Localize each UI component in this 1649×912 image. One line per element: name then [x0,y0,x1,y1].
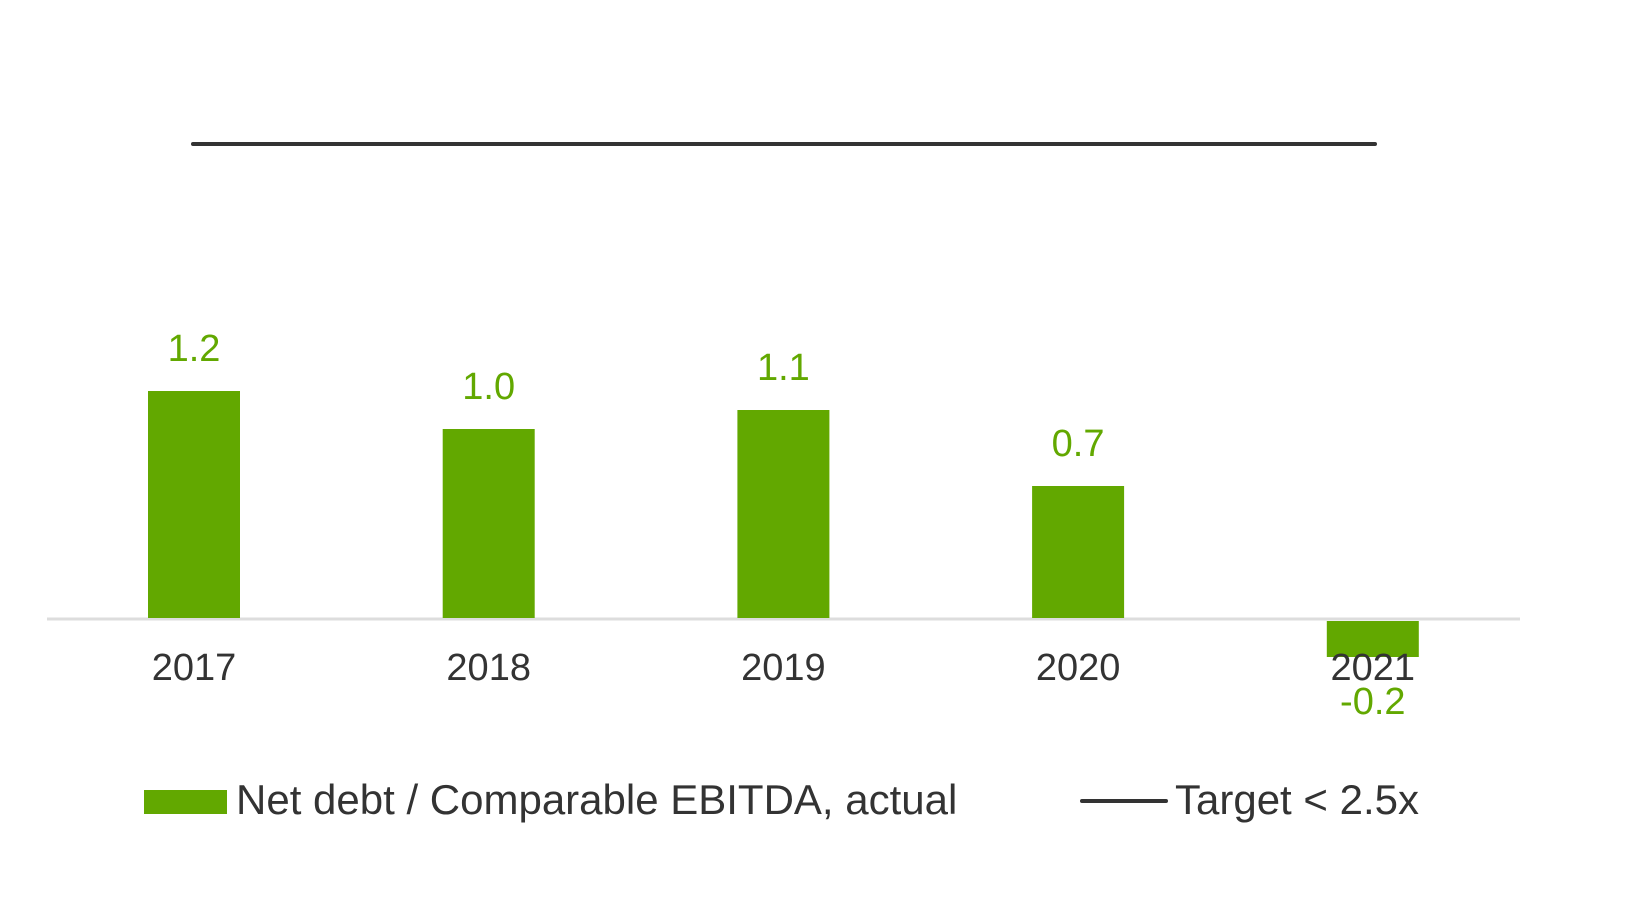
data-label: 1.2 [168,328,221,370]
data-label: 0.7 [1052,423,1105,465]
bar [442,429,535,618]
bar [148,391,240,618]
data-label: 1.1 [757,347,810,389]
bar [1032,486,1125,618]
legend-bar-label: Net debt / Comparable EBITDA, actual [236,776,957,823]
x-tick-label: 2019 [741,647,826,689]
x-tick-label: 2021 [1331,647,1416,689]
x-tick-label: 2017 [152,647,237,689]
data-label: -0.2 [1340,681,1405,723]
legend-bar-swatch [144,790,227,814]
x-tick-label: 2020 [1036,647,1121,689]
legend-line-label: Target < 2.5x [1175,776,1419,823]
bar [1326,621,1419,657]
data-label: 1.0 [462,366,515,408]
x-tick-label: 2018 [446,647,531,689]
bar [737,410,830,618]
